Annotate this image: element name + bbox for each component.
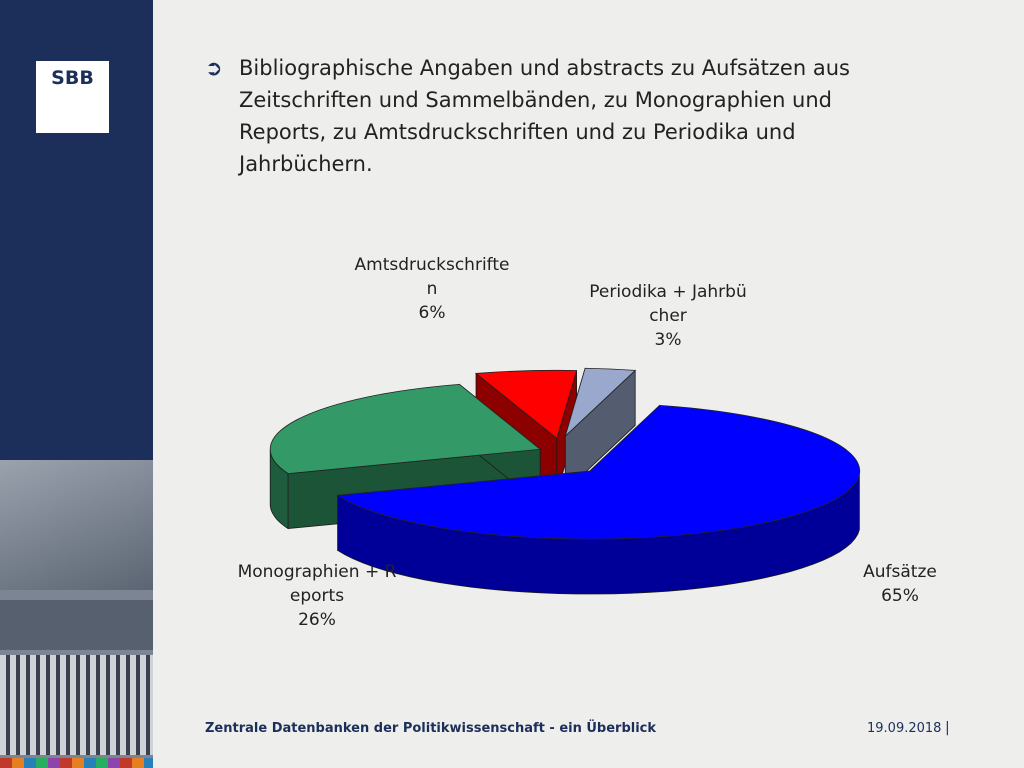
slice-side-shade — [337, 474, 860, 594]
slice — [269, 383, 542, 475]
slice-side-shade — [270, 450, 289, 529]
slice-label: Amtsdruckschriften 6% — [352, 253, 512, 325]
category-label: Amtsdruckschriften — [354, 255, 510, 299]
category-label: Monographien + Reports — [237, 562, 397, 606]
footer-separator: | — [945, 720, 950, 736]
logo: SBB — [36, 61, 109, 133]
sidebar: SBB — [0, 0, 153, 768]
footer-title: Zentrale Datenbanken der Politikwissensc… — [205, 721, 657, 736]
value-label: 26% — [298, 610, 336, 630]
logo-text: SBB — [51, 67, 94, 89]
slice — [475, 369, 578, 439]
building-photo — [0, 460, 153, 760]
color-strip — [0, 758, 153, 768]
slice-label: Periodika + Jahrbücher 3% — [588, 280, 748, 352]
value-label: 6% — [418, 303, 446, 323]
footer-date: 19.09.2018 — [867, 721, 942, 736]
value-label: 3% — [654, 330, 682, 350]
category-label: Periodika + Jahrbücher — [589, 282, 747, 326]
slice — [564, 367, 637, 438]
value-label: 65% — [881, 586, 919, 606]
slice — [336, 404, 861, 540]
bullet-text: Bibliographische Angaben und abstracts z… — [239, 56, 850, 176]
slice-label: Aufsätze 65% — [820, 560, 980, 608]
bullet: ➲ Bibliographische Angaben und abstracts … — [205, 52, 905, 180]
category-label: Aufsätze — [863, 562, 937, 582]
slice-wall-shade — [565, 370, 636, 492]
slice-label: Monographien + Reports 26% — [237, 560, 397, 632]
